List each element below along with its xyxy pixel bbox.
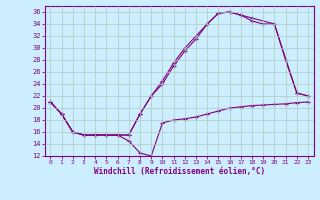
X-axis label: Windchill (Refroidissement éolien,°C): Windchill (Refroidissement éolien,°C) xyxy=(94,167,265,176)
